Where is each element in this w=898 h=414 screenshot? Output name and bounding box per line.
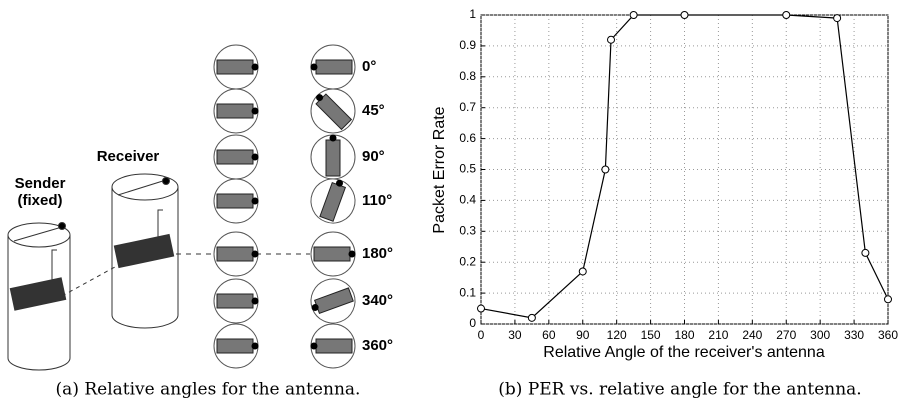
- y-tick-label: 0.4: [459, 193, 476, 207]
- data-point: [578, 267, 587, 276]
- caption: (a) Relative angles for the antenna.: [56, 380, 361, 400]
- y-tick-label: 0.6: [459, 131, 476, 145]
- x-tick-label: 60: [542, 328, 556, 342]
- receiver-label: Receiver: [97, 148, 160, 165]
- y-tick-label: 0.1: [459, 285, 476, 299]
- data-point: [884, 295, 892, 304]
- data-point: [782, 11, 791, 19]
- y-tick-label: 0.2: [459, 254, 476, 268]
- data-point: [629, 11, 638, 19]
- angle-label: 110°: [362, 192, 392, 209]
- x-axis-label: Relative Angle of the receiver's antenna: [543, 344, 825, 361]
- x-tick-label: 300: [810, 328, 830, 342]
- x-tick-label: 0: [478, 328, 485, 342]
- y-tick-label: 0: [469, 316, 476, 330]
- y-tick-label: 1: [469, 7, 476, 21]
- x-tick-label: 270: [776, 328, 796, 342]
- data-point: [680, 11, 689, 19]
- angle-label: 45°: [362, 102, 385, 119]
- data-point: [477, 304, 485, 313]
- plot-frame: [480, 14, 889, 325]
- rotated-discs: [301, 44, 365, 369]
- x-tick-label: 30: [508, 328, 522, 342]
- angle-label: 0°: [362, 58, 376, 75]
- data-point: [861, 248, 870, 257]
- x-tick-label: 150: [641, 328, 661, 342]
- receiver-cylinder: [111, 173, 179, 329]
- angle-label: 180°: [362, 245, 393, 262]
- x-tick-label: 330: [844, 328, 864, 342]
- sender-label: (fixed): [18, 192, 63, 209]
- x-tick-label: 120: [607, 328, 627, 342]
- data-point: [527, 313, 536, 322]
- reference-discs: [213, 44, 259, 369]
- x-tick-label: 90: [576, 328, 590, 342]
- data-point: [833, 14, 842, 23]
- sender-cylinder: [7, 222, 71, 371]
- x-tick-label: 360: [878, 328, 898, 342]
- y-tick-label: 0.8: [459, 69, 476, 83]
- y-tick-label: 0.5: [459, 162, 476, 176]
- y-tick-label: 0.3: [459, 223, 476, 237]
- x-tick-label: 240: [742, 328, 762, 342]
- angle-label: 360°: [362, 337, 393, 354]
- data-point: [607, 35, 616, 44]
- sender-label: Sender: [15, 175, 66, 192]
- data-point: [601, 165, 610, 174]
- angle-label: 340°: [362, 292, 393, 309]
- angle-label: 90°: [362, 148, 385, 165]
- link-line: [61, 261, 125, 297]
- y-tick-label: 0.9: [459, 38, 476, 52]
- x-tick-label: 210: [708, 328, 728, 342]
- y-tick-label: 0.7: [459, 100, 476, 114]
- caption: (b) PER vs. relative angle for the anten…: [498, 380, 861, 400]
- x-tick-label: 180: [674, 328, 694, 342]
- y-axis-label: Packet Error Rate: [431, 106, 448, 233]
